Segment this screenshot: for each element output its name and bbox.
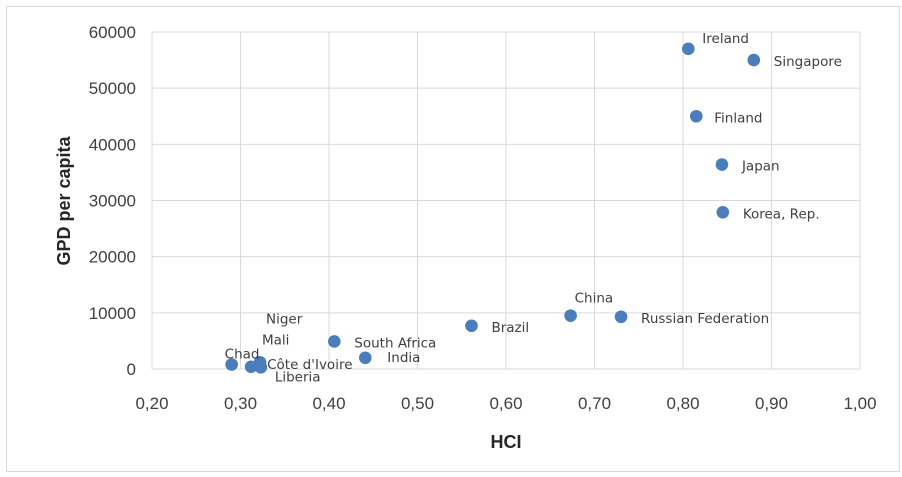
point-label: Japan xyxy=(741,159,780,175)
y-tick-label: 50000 xyxy=(89,79,136,98)
point-label: Ireland xyxy=(702,31,749,47)
point-label: Korea, Rep. xyxy=(743,206,820,222)
point-label: Finland xyxy=(714,110,762,126)
point-label: Côte d'Ivoire xyxy=(267,357,352,373)
data-point xyxy=(254,361,268,374)
data-point xyxy=(689,109,703,123)
data-point xyxy=(244,360,258,374)
point-label: China xyxy=(575,291,614,307)
data-points xyxy=(225,42,761,374)
data-point xyxy=(328,335,341,348)
x-tick-label: 0,30 xyxy=(224,394,257,413)
point-label: South Africa xyxy=(354,335,436,351)
point-label: Chad xyxy=(225,347,260,363)
x-tick-label: 0,90 xyxy=(755,394,788,413)
grid-lines xyxy=(151,31,861,370)
data-point xyxy=(682,42,695,56)
x-tick-label: 1,00 xyxy=(843,394,876,413)
x-tick-label: 0,40 xyxy=(312,394,345,413)
data-point xyxy=(225,358,238,371)
data-point xyxy=(614,310,628,324)
y-tick-label: 60000 xyxy=(89,23,136,42)
y-tick-label: 10000 xyxy=(89,304,136,323)
point-label: Brazil xyxy=(491,320,529,336)
chart-frame xyxy=(6,6,900,472)
y-tick-labels: 0 10000 20000 30000 40000 50000 60000 xyxy=(89,23,136,379)
x-tick-label: 0,50 xyxy=(401,394,434,413)
point-labels: Ireland Singapore Finland Japan Korea, Rep. C… xyxy=(225,31,842,385)
point-label: Liberia xyxy=(275,369,321,385)
point-label: Mali xyxy=(262,332,289,348)
y-axis-title: GPD per capita xyxy=(54,135,74,265)
y-tick-label: 40000 xyxy=(89,135,136,154)
x-tick-label: 0,80 xyxy=(666,394,699,413)
point-label: Singapore xyxy=(774,54,842,70)
x-tick-label: 0,60 xyxy=(489,394,522,413)
data-point xyxy=(716,205,730,219)
data-point xyxy=(564,309,577,322)
x-tick-labels: 0,20 0,30 0,40 0,50 0,60 0,70 0,80 0,90 1,00 xyxy=(135,394,876,413)
x-tick-label: 0,70 xyxy=(578,394,611,413)
data-point xyxy=(358,351,372,365)
point-label: India xyxy=(387,350,420,366)
point-label: Russian Federation xyxy=(641,311,769,327)
y-tick-label: 0 xyxy=(127,360,136,379)
y-tick-label: 20000 xyxy=(89,248,136,267)
y-tick-label: 30000 xyxy=(89,192,136,211)
point-label: Niger xyxy=(266,311,303,327)
data-point xyxy=(747,53,761,67)
x-axis-title: HCI xyxy=(491,432,522,452)
data-point xyxy=(715,158,729,171)
x-tick-label: 0,20 xyxy=(135,394,168,413)
data-point xyxy=(465,319,478,333)
